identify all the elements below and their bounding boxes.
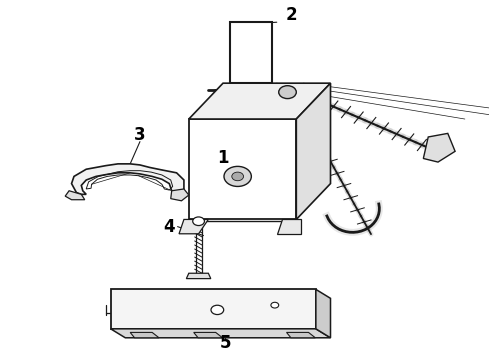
Polygon shape bbox=[171, 189, 189, 201]
Bar bbox=[189, 119, 296, 220]
Polygon shape bbox=[186, 273, 211, 279]
Polygon shape bbox=[72, 164, 184, 194]
Polygon shape bbox=[179, 220, 208, 234]
Polygon shape bbox=[65, 191, 85, 200]
Polygon shape bbox=[277, 220, 301, 234]
Circle shape bbox=[279, 86, 296, 99]
Polygon shape bbox=[111, 329, 331, 338]
Text: 3: 3 bbox=[134, 126, 146, 144]
Circle shape bbox=[193, 217, 204, 226]
Text: 5: 5 bbox=[220, 334, 231, 352]
Circle shape bbox=[232, 172, 244, 181]
Circle shape bbox=[271, 302, 279, 308]
Polygon shape bbox=[130, 332, 159, 338]
Polygon shape bbox=[423, 134, 455, 162]
Circle shape bbox=[224, 166, 251, 186]
Polygon shape bbox=[287, 332, 316, 338]
Polygon shape bbox=[296, 83, 331, 220]
Text: 1: 1 bbox=[217, 149, 229, 167]
Circle shape bbox=[211, 305, 224, 315]
Polygon shape bbox=[189, 83, 331, 119]
Polygon shape bbox=[316, 289, 331, 338]
Polygon shape bbox=[194, 332, 222, 338]
Text: 2: 2 bbox=[286, 6, 297, 24]
Bar bbox=[230, 22, 272, 83]
Text: 4: 4 bbox=[164, 217, 175, 235]
Bar bbox=[111, 289, 316, 329]
